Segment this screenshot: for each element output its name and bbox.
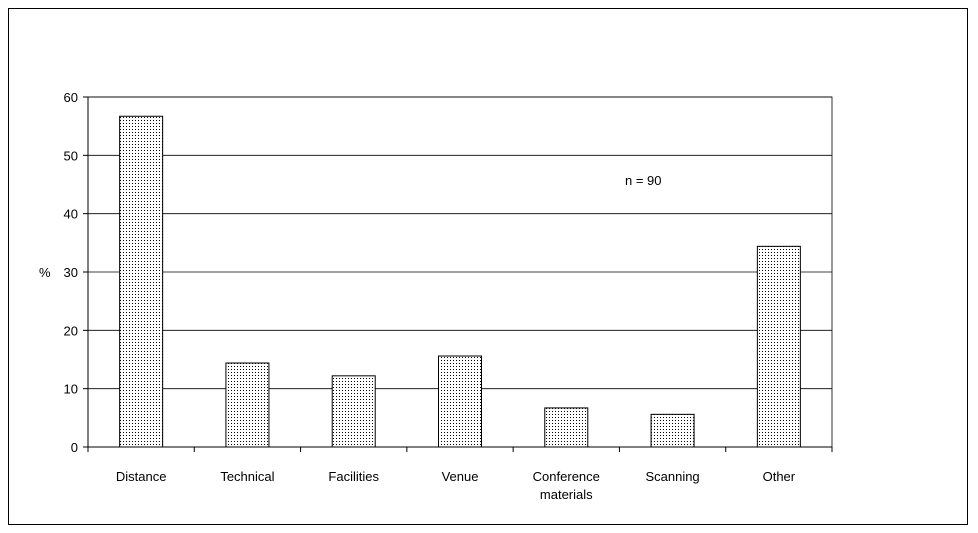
- x-tick-label: Other: [763, 469, 796, 484]
- sample-size-annotation: n = 90: [625, 173, 662, 188]
- bar-technical: [225, 362, 270, 448]
- bar-distance: [119, 115, 164, 448]
- x-axis-ticks: Distance Technical Facilities Venue Conferen…: [87, 447, 833, 502]
- bar-scanning: [650, 413, 695, 448]
- y-axis-label: %: [39, 265, 51, 280]
- y-tick-label: 60: [64, 90, 78, 105]
- bar-conference-materials: [544, 407, 589, 448]
- x-tick-label: Facilities: [328, 469, 379, 484]
- x-tick-label: Venue: [442, 469, 479, 484]
- gridlines: [88, 96, 832, 390]
- y-axis-ticks: 0 10 20 30 40 50 60: [64, 90, 88, 455]
- plot-area: 0 10 20 30 40 50 60 Distance Technical Facilitie…: [64, 90, 833, 502]
- y-tick-label: 20: [64, 323, 78, 338]
- y-tick-label: 30: [64, 265, 78, 280]
- bar-other: [756, 245, 801, 448]
- x-tick-label: materials: [540, 487, 593, 502]
- y-tick-label: 50: [64, 148, 78, 163]
- x-tick-label: Conference: [533, 469, 600, 484]
- x-tick-label: Technical: [220, 469, 274, 484]
- y-tick-label: 40: [64, 207, 78, 222]
- x-tick-label: Scanning: [645, 469, 699, 484]
- x-tick-label: Distance: [116, 469, 167, 484]
- bar-facilities: [331, 375, 376, 448]
- bar-venue: [438, 355, 482, 448]
- y-tick-label: 10: [64, 382, 78, 397]
- bars: [119, 115, 801, 448]
- chart-frame: [8, 8, 968, 525]
- y-tick-label: 0: [71, 440, 78, 455]
